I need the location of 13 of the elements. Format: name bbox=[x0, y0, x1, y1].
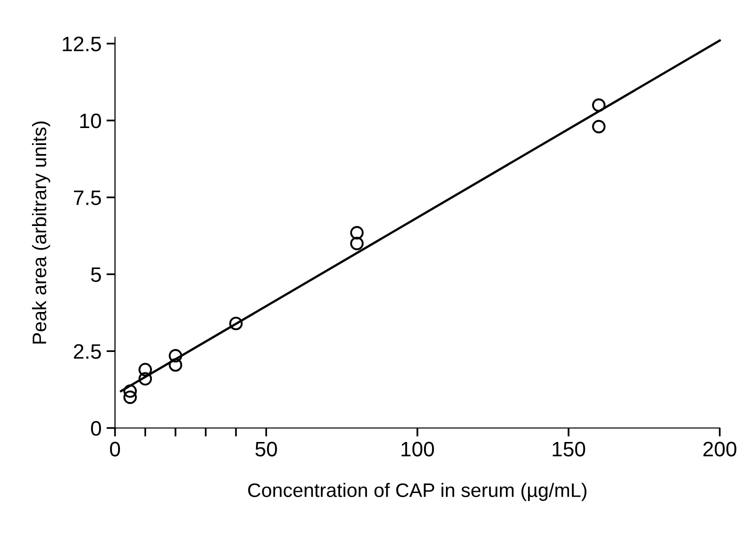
y-tick-label: 5 bbox=[91, 267, 101, 282]
y-axis-title: Peak area (arbitrary units) bbox=[32, 122, 50, 344]
x-tick-label: 150 bbox=[552, 442, 586, 456]
x-tick-label: 50 bbox=[255, 442, 277, 456]
y-tick-label: 0 bbox=[91, 421, 101, 436]
y-tick-label: 10 bbox=[80, 113, 102, 128]
x-axis-title: Concentration of CAP in serum (µg/mL) bbox=[248, 482, 586, 501]
y-tick-label: 2.5 bbox=[74, 344, 101, 359]
x-tick-label: 200 bbox=[703, 442, 736, 456]
y-tick-label: 7.5 bbox=[74, 190, 101, 206]
x-tick-label: 100 bbox=[402, 442, 434, 456]
y-tick-label: 12.5 bbox=[62, 36, 101, 52]
x-tick-label: 0 bbox=[110, 442, 120, 456]
